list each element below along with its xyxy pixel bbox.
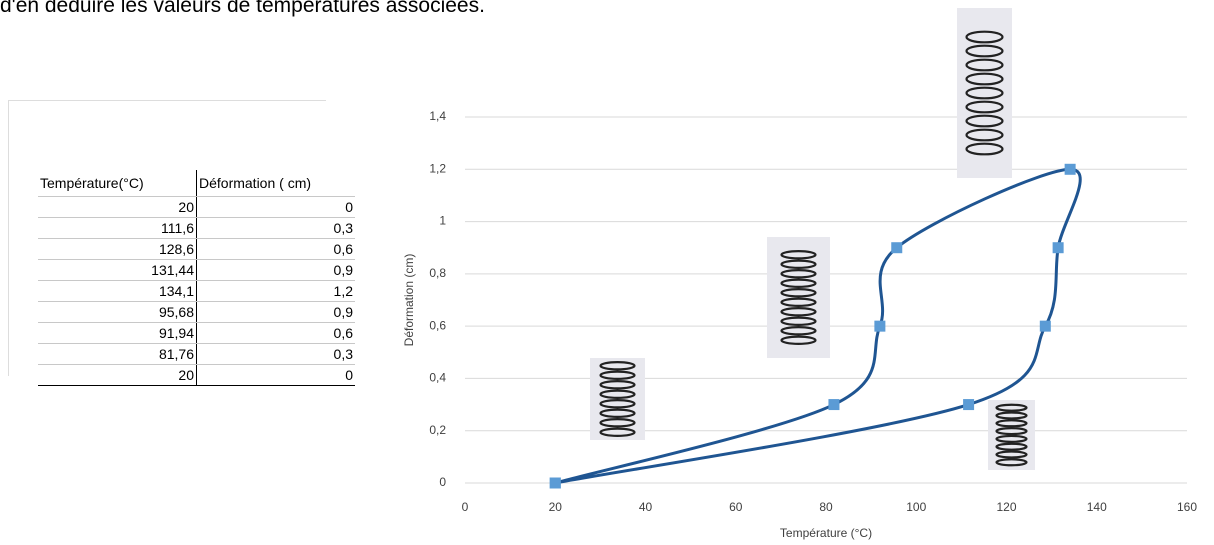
data-marker [828, 399, 839, 410]
y-tick-label: 0,4 [429, 371, 446, 385]
y-tick-label: 1,4 [429, 109, 446, 123]
x-tick-label: 140 [1087, 500, 1107, 514]
data-marker [1053, 242, 1064, 253]
spring-image [957, 8, 1012, 178]
data-marker [1065, 164, 1076, 175]
x-tick-label: 20 [549, 500, 563, 514]
y-tick-label: 0,8 [429, 266, 446, 280]
x-axis-title: Température (°C) [780, 526, 872, 540]
x-tick-label: 120 [996, 500, 1016, 514]
data-marker [1040, 321, 1051, 332]
x-tick-label: 40 [639, 500, 653, 514]
spring-image [767, 237, 830, 358]
data-marker [550, 478, 561, 489]
data-marker [891, 242, 902, 253]
x-tick-label: 80 [819, 500, 833, 514]
page: d'en déduire les valeurs de températures… [0, 0, 1214, 545]
y-tick-label: 0 [439, 475, 446, 489]
x-tick-label: 60 [729, 500, 743, 514]
x-tick-label: 0 [462, 500, 469, 514]
chart: Déformation (cm) Température (°C) 0 0,2 0,… [0, 0, 1214, 545]
data-marker [874, 321, 885, 332]
x-tick-label: 160 [1177, 500, 1197, 514]
y-tick-label: 0,2 [429, 423, 446, 437]
y-axis-title: Déformation (cm) [402, 254, 416, 347]
data-marker [963, 399, 974, 410]
y-tick-label: 1 [439, 214, 446, 228]
y-tick-label: 1,2 [429, 161, 446, 175]
y-tick-label: 0,6 [429, 318, 446, 332]
x-tick-label: 100 [906, 500, 926, 514]
